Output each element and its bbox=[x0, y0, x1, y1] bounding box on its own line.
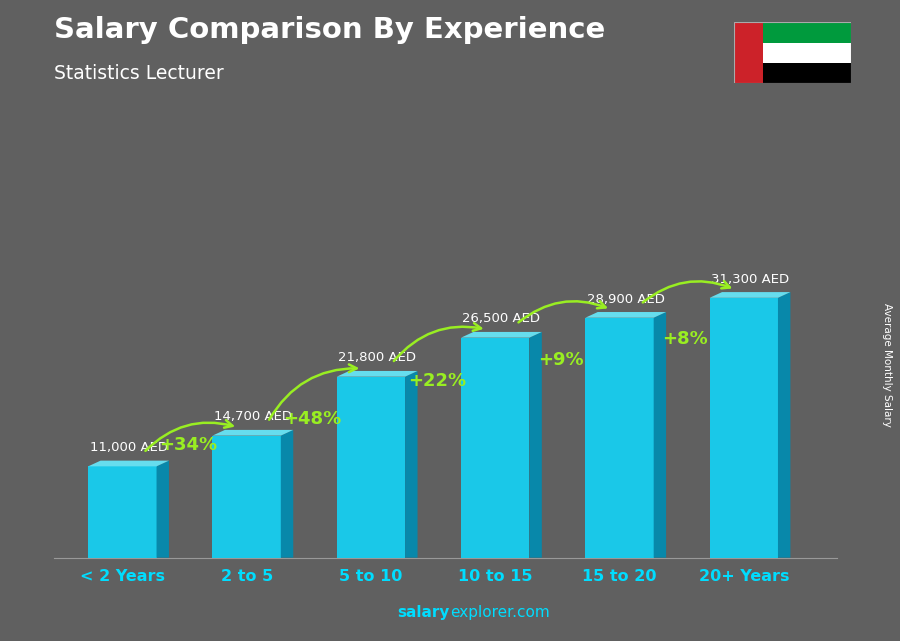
Polygon shape bbox=[461, 332, 542, 338]
Polygon shape bbox=[157, 461, 169, 558]
Text: 26,500 AED: 26,500 AED bbox=[463, 312, 540, 326]
Text: +9%: +9% bbox=[538, 351, 584, 369]
Text: +48%: +48% bbox=[284, 410, 342, 428]
Text: Average Monthly Salary: Average Monthly Salary bbox=[881, 303, 892, 428]
Text: +22%: +22% bbox=[408, 372, 466, 390]
Text: Salary Comparison By Experience: Salary Comparison By Experience bbox=[54, 16, 605, 44]
Polygon shape bbox=[778, 292, 790, 558]
Bar bbox=[88, 467, 157, 558]
Text: 31,300 AED: 31,300 AED bbox=[711, 272, 789, 286]
Bar bbox=[763, 42, 850, 63]
Bar bbox=[709, 298, 778, 558]
Text: 21,800 AED: 21,800 AED bbox=[338, 351, 416, 365]
Text: salary: salary bbox=[398, 606, 450, 620]
Text: +34%: +34% bbox=[159, 436, 217, 454]
Bar bbox=[734, 22, 763, 83]
Bar bbox=[337, 377, 405, 558]
Text: Statistics Lecturer: Statistics Lecturer bbox=[54, 64, 224, 83]
Bar bbox=[585, 318, 653, 558]
Text: explorer.com: explorer.com bbox=[450, 606, 550, 620]
Polygon shape bbox=[88, 461, 169, 467]
Polygon shape bbox=[529, 332, 542, 558]
Text: 28,900 AED: 28,900 AED bbox=[587, 292, 665, 306]
Polygon shape bbox=[337, 371, 418, 377]
Text: 11,000 AED: 11,000 AED bbox=[90, 441, 167, 454]
Text: +8%: +8% bbox=[662, 330, 708, 349]
Polygon shape bbox=[653, 312, 666, 558]
Bar bbox=[763, 63, 850, 83]
Bar bbox=[763, 22, 850, 42]
Polygon shape bbox=[212, 430, 293, 436]
Polygon shape bbox=[281, 430, 293, 558]
Bar bbox=[461, 338, 529, 558]
Bar bbox=[212, 436, 281, 558]
Polygon shape bbox=[585, 312, 666, 318]
Polygon shape bbox=[709, 292, 790, 298]
Polygon shape bbox=[405, 371, 418, 558]
Text: 14,700 AED: 14,700 AED bbox=[214, 410, 292, 424]
